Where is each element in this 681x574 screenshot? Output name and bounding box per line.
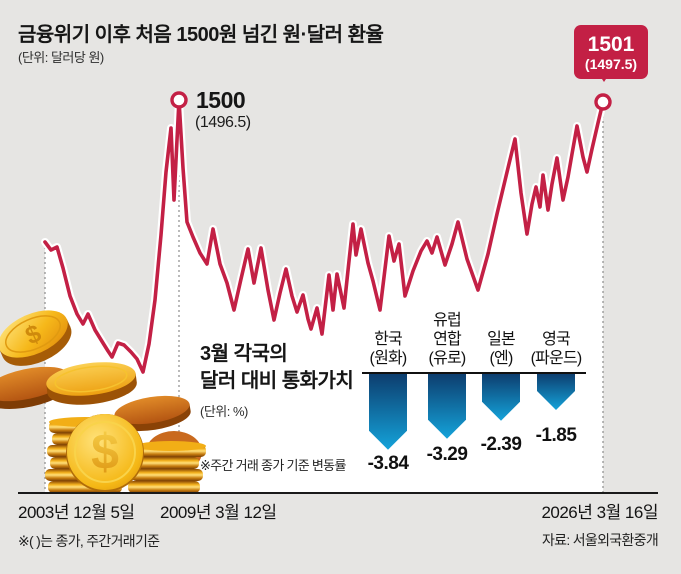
bar-value-korea: -3.84 xyxy=(367,453,409,474)
inset-footnote: ※주간 거래 종가 기준 변동률 xyxy=(200,458,346,473)
exchange-rate-line xyxy=(43,98,605,374)
currency-bar xyxy=(428,373,466,439)
bar-value-eu: -3.29 xyxy=(426,444,468,465)
peak-annotation-value: 1500 xyxy=(196,87,246,113)
footer-note: ※( )는 종가, 주간거래기준 xyxy=(18,533,160,549)
callout-close: (1497.5) xyxy=(584,55,638,72)
inset-unit-note: (단위: %) xyxy=(200,404,248,419)
bar-value-uk: -1.85 xyxy=(535,425,577,446)
bar-header-uk: 영국 (파운드) xyxy=(530,331,583,367)
x-tick-label-2003: 2003년 12월 5일 xyxy=(18,503,135,522)
page-title: 금융위기 이후 처음 1500원 넘긴 원·달러 환율 xyxy=(18,24,384,46)
data-point-marker xyxy=(594,93,612,111)
currency-bar xyxy=(369,373,407,450)
unit-note: (단위: 달러당 원) xyxy=(18,50,104,65)
footer-source: 자료: 서울외국환중개 xyxy=(542,532,659,548)
latest-value-callout: 1501 (1497.5) xyxy=(574,25,648,82)
x-tick-label-2026: 2026년 3월 16일 xyxy=(541,503,658,522)
inset-chart-title: 3월 각국의 달러 대비 통화가치 xyxy=(200,343,354,392)
bar-chart-layer xyxy=(362,372,586,450)
gold-coins-illustration: $ xyxy=(0,310,206,493)
peak-annotation-close: (1496.5) xyxy=(195,114,251,131)
currency-bar xyxy=(482,373,520,421)
bar-header-eu: 유럽 연합 (유로) xyxy=(428,312,467,367)
data-point-marker xyxy=(170,91,188,109)
bar-header-japan: 일본 (엔) xyxy=(487,331,516,367)
x-tick-label-2009: 2009년 3월 12일 xyxy=(160,503,277,522)
currency-bar xyxy=(537,373,575,410)
dollar-sign-glyph: $ xyxy=(91,424,119,480)
callout-value: 1501 xyxy=(587,32,635,56)
bar-value-japan: -2.39 xyxy=(480,434,522,455)
bar-header-korea: 한국 (원화) xyxy=(369,331,408,367)
